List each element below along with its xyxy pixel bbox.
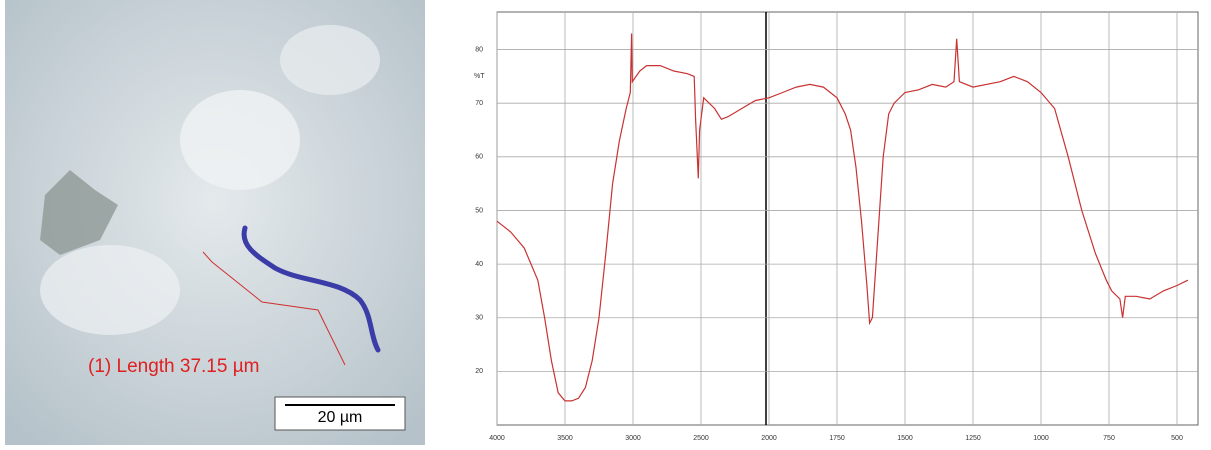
y-tick-label: 80 [475, 46, 483, 53]
y-tick-label: 50 [475, 207, 483, 214]
y-axis-label: %T [474, 73, 485, 80]
x-tick-label: 1500 [897, 435, 913, 442]
x-tick-label: 1000 [1033, 435, 1049, 442]
measurement-label: (1) Length 37.15 µm [88, 356, 260, 377]
particle [40, 245, 180, 335]
y-tick-label: 60 [475, 154, 483, 161]
x-tick-label: 2000 [761, 435, 777, 442]
scale-bar-box [274, 396, 406, 431]
scale-bar-label: 20 µm [318, 409, 363, 426]
x-tick-label: 1250 [965, 435, 981, 442]
fiber [241, 225, 381, 353]
x-tick-label: 1750 [829, 435, 845, 442]
grey-particle [40, 170, 118, 255]
plot-area [496, 11, 1199, 426]
y-tick-label: 40 [475, 261, 483, 268]
measure-line [202, 251, 346, 366]
particle [280, 25, 380, 95]
spectrum-line [496, 33, 1189, 402]
x-tick-label: 750 [1103, 435, 1115, 442]
x-tick-label: 3500 [557, 435, 573, 442]
x-tick-label: 500 [1171, 435, 1183, 442]
y-tick-label: 20 [475, 368, 483, 375]
particle [180, 90, 300, 190]
x-tick-label: 2500 [693, 435, 709, 442]
y-tick-label: 30 [475, 315, 483, 322]
x-tick-label: 4000 [489, 435, 505, 442]
y-tick-label: 70 [475, 100, 483, 107]
x-tick-label: 3000 [625, 435, 641, 442]
micrograph: (1) Length 37.15 µm 20 µm [5, 0, 425, 445]
